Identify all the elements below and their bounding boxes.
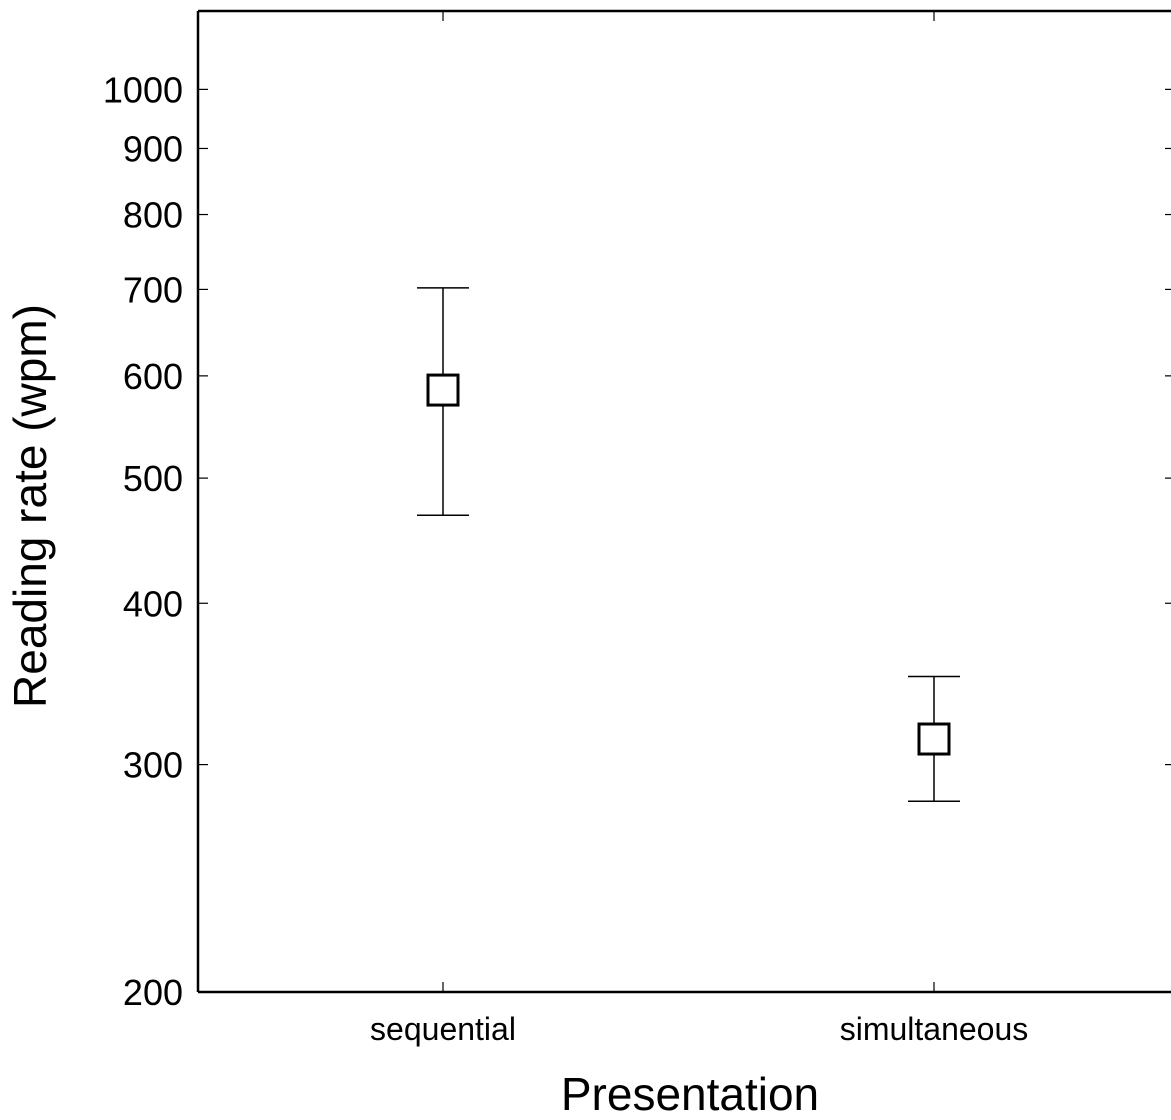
y-tick-label: 900 (123, 128, 183, 169)
axes (196, 9, 1171, 994)
y-tick-label: 700 (123, 269, 183, 310)
y-tick-label: 600 (123, 356, 183, 397)
y-tick-label: 300 (123, 745, 183, 786)
y-tick-label: 1000 (103, 69, 183, 110)
x-tick-label: simultaneous (840, 1011, 1029, 1047)
ticks: 200 300 400 500 600 700 800 900 1000 sequential si… (103, 11, 1171, 1047)
x-tick-label: sequential (370, 1011, 516, 1047)
y-tick-label: 800 (123, 195, 183, 236)
y-tick-label: 400 (123, 583, 183, 624)
data-layer (417, 287, 960, 803)
data-point-group (417, 287, 469, 516)
y-tick-label: 500 (123, 458, 183, 499)
x-axis-title: Presentation (561, 1068, 819, 1120)
data-point-group (908, 675, 960, 803)
data-point-marker (917, 722, 951, 756)
y-tick-label: 200 (123, 972, 183, 1013)
data-point-marker (426, 373, 460, 407)
y-axis-title: Reading rate (wpm) (4, 304, 56, 708)
